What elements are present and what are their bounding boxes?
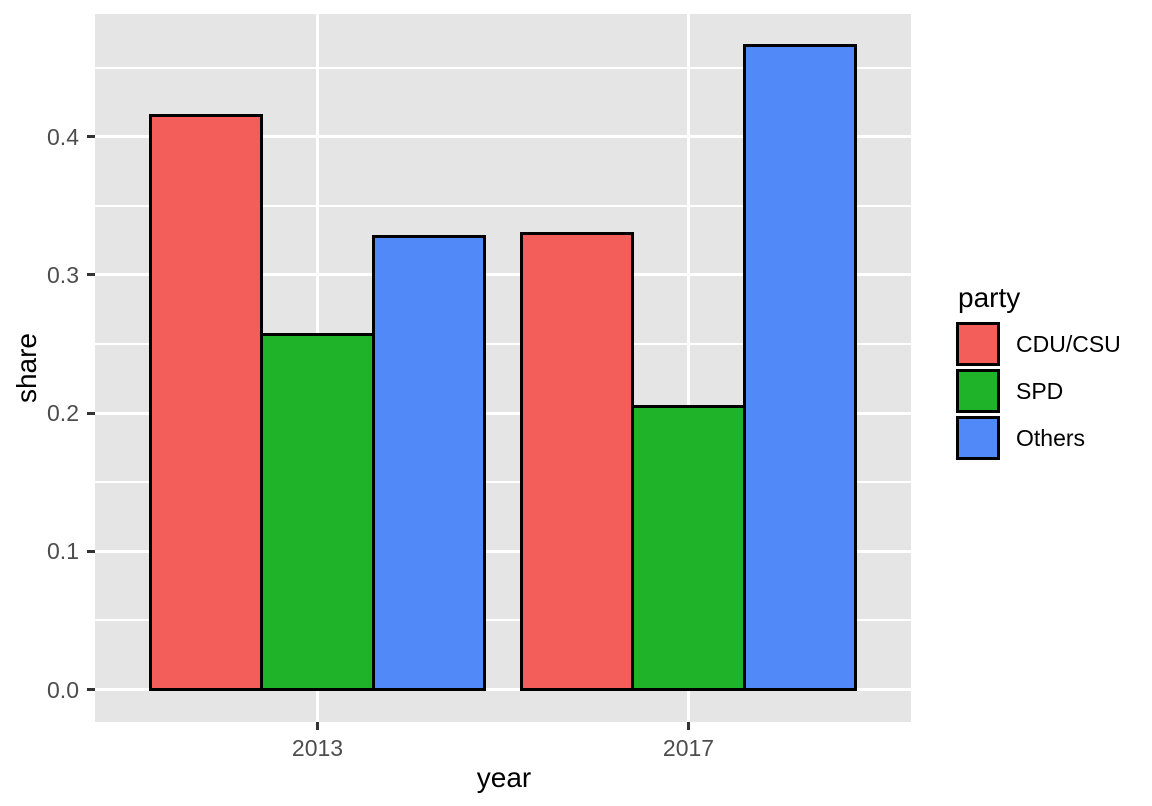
gridline-minor [95, 66, 911, 69]
legend-item-spd: SPD [956, 369, 1121, 413]
legend-key-cdu-csu [956, 322, 1000, 366]
y-tick-mark [87, 135, 95, 139]
bar-2017-cdu-csu [520, 231, 635, 691]
y-tick-mark [87, 688, 95, 691]
legend-key-spd [956, 369, 1000, 413]
y-tick-mark [87, 411, 95, 415]
bar-2017-spd [631, 404, 746, 691]
legend-item-cdu-csu: CDU/CSU [956, 322, 1121, 366]
y-tick-label: 0.3 [47, 261, 79, 288]
gridline-minor [95, 204, 911, 207]
y-tick-label: 0.4 [47, 123, 79, 150]
y-tick-mark [87, 273, 95, 277]
x-tick-label: 2017 [662, 735, 715, 761]
bar-2013-others [371, 234, 486, 691]
legend-key-others [956, 416, 1000, 460]
x-tick-mark [316, 722, 319, 730]
gridline-major [95, 411, 911, 415]
gridline-minor [95, 481, 911, 484]
y-tick-label: 0.2 [47, 400, 79, 427]
bar-2013-cdu-csu [149, 114, 264, 691]
x-tick-label: 2013 [291, 735, 344, 761]
legend-items: CDU/CSU SPD Others [956, 322, 1121, 460]
legend-label-cdu-csu: CDU/CSU [1016, 330, 1121, 357]
legend-item-others: Others [956, 416, 1121, 460]
y-tick-label: 0.0 [47, 676, 79, 703]
bar-2013-spd [260, 332, 375, 691]
gridline-major [95, 273, 911, 277]
y-tick-label: 0.1 [47, 538, 79, 565]
gridline-vertical-major [687, 14, 690, 722]
legend-label-others: Others [1016, 424, 1086, 451]
legend: party CDU/CSU SPD Others [956, 283, 1121, 463]
gridline-minor [95, 619, 911, 622]
legend-title: party [958, 282, 1021, 313]
legend-label-spd: SPD [1016, 377, 1064, 404]
y-tick-mark [87, 549, 95, 553]
bar-2017-others [742, 43, 857, 691]
gridline-minor [95, 343, 911, 345]
gridline-major [95, 688, 911, 691]
gridline-major [95, 549, 911, 553]
x-axis-title: year [476, 762, 532, 793]
x-tick-mark [687, 722, 690, 730]
y-axis-title: share [11, 332, 42, 404]
gridline-major [95, 135, 911, 139]
